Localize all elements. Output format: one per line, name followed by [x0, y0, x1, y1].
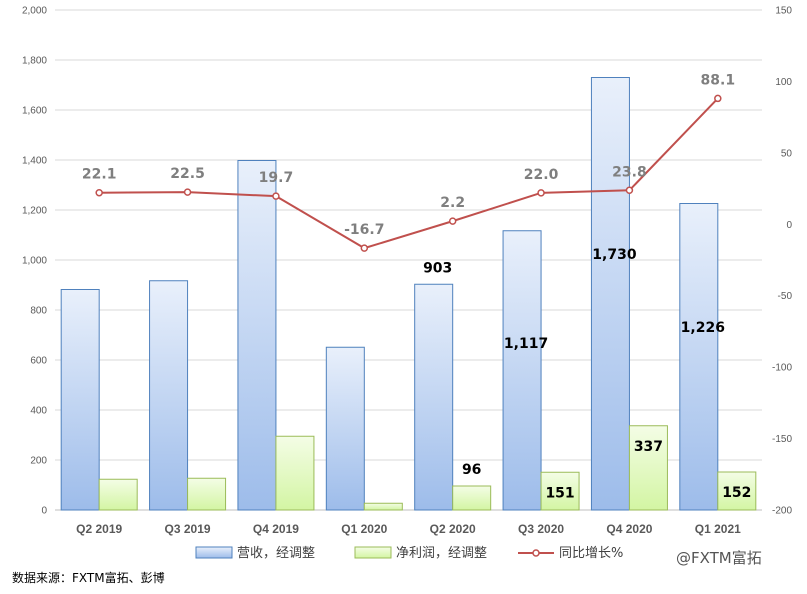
legend-label-growth: 同比增长% — [559, 546, 623, 561]
y-axis-right: -200 -150 -100 -50 0 50 100 150 — [772, 6, 792, 517]
y2-tick-label: 0 — [786, 220, 792, 231]
net-profit-bar — [717, 471, 757, 511]
growth-point — [625, 186, 634, 195]
y-tick-label: 400 — [30, 406, 47, 417]
y-tick-label: 200 — [30, 456, 47, 467]
net-profit-bar — [363, 502, 403, 511]
growth-line — [95, 94, 722, 252]
legend-swatch-net-profit — [354, 546, 392, 559]
legend-label-net-profit: 净利润，经调整 — [396, 546, 487, 561]
net-profit-bar — [275, 435, 315, 511]
x-axis: Q2 2019 Q3 2019 Q4 2019 Q1 2020 Q2 2020 Q3 20… — [76, 522, 741, 536]
revenue-bar — [679, 203, 719, 511]
growth-label: 2.2 — [440, 195, 465, 211]
y-tick-label: 1,800 — [22, 56, 47, 67]
y2-tick-label: 100 — [775, 77, 792, 88]
legend-label-revenue: 营收，经调整 — [237, 546, 315, 561]
growth-point — [272, 192, 280, 200]
legend: 营收，经调整 净利润，经调整 同比增长% — [195, 546, 623, 561]
y-tick-label: 2,000 — [22, 6, 47, 17]
growth-label: 22.0 — [524, 167, 559, 183]
growth-point — [714, 94, 722, 103]
net-profit-label: 151 — [545, 485, 574, 501]
growth-point — [537, 189, 545, 197]
growth-label: 23.8 — [612, 164, 647, 180]
y-tick-label: 0 — [41, 506, 47, 517]
net-profit-label: 337 — [634, 439, 663, 455]
x-tick-label: Q4 2020 — [606, 522, 652, 536]
x-tick-label: Q2 2020 — [430, 522, 476, 536]
growth-label: -16.7 — [344, 222, 384, 238]
y2-tick-label: 50 — [781, 148, 793, 159]
growth-point — [360, 244, 369, 252]
growth-label: 22.5 — [170, 166, 205, 182]
y-tick-label: 1,400 — [22, 156, 47, 167]
legend-swatch-revenue — [195, 546, 233, 559]
revenue-label: 1,226 — [681, 320, 725, 336]
revenue-bar — [414, 283, 454, 511]
x-tick-label: Q3 2019 — [165, 522, 211, 536]
x-tick-label: Q4 2019 — [253, 522, 299, 536]
x-tick-label: Q3 2020 — [518, 522, 564, 536]
revenue-bar — [237, 160, 277, 511]
revenue-bar — [590, 77, 630, 511]
net-profit-label: 152 — [722, 485, 751, 501]
growth-point — [95, 188, 103, 197]
revenue-label: 903 — [423, 260, 452, 276]
y2-tick-label: -100 — [772, 363, 792, 374]
y2-tick-label: -50 — [778, 291, 793, 302]
net-profit-label: 96 — [462, 462, 481, 478]
x-tick-label: Q2 2019 — [76, 522, 122, 536]
y2-tick-label: 150 — [775, 6, 792, 17]
net-profit-bar — [628, 425, 668, 511]
revenue-bar — [60, 289, 100, 511]
y2-tick-label: -150 — [772, 434, 792, 445]
y-tick-label: 1,200 — [22, 206, 47, 217]
growth-point — [448, 217, 457, 225]
revenue-bar — [502, 230, 542, 511]
y-tick-label: 1,000 — [22, 256, 47, 267]
revenue-bar — [325, 346, 365, 511]
revenue-label: 1,730 — [592, 247, 637, 263]
watermark: @FXTM富拓 — [676, 549, 762, 567]
growth-line-path — [99, 97, 719, 250]
growth-point — [183, 188, 192, 196]
y2-tick-label: -200 — [772, 506, 792, 517]
data-labels: 22.1 22.5 19.7 -16.7 2.2 903 96 22.0 1,117 151 23.… — [82, 72, 752, 501]
revenue-bar — [149, 280, 189, 511]
net-profit-bar — [452, 485, 492, 511]
y-tick-label: 1,600 — [22, 106, 47, 117]
x-tick-label: Q1 2020 — [341, 522, 387, 536]
y-tick-label: 600 — [30, 356, 47, 367]
net-profit-bar — [187, 477, 227, 511]
bars — [60, 77, 757, 511]
y-tick-label: 800 — [30, 306, 47, 317]
revenue-label: 1,117 — [504, 336, 548, 352]
growth-label: 19.7 — [259, 170, 294, 186]
source-note: 数据来源：FXTM富拓、彭博 — [12, 571, 165, 585]
growth-label: 88.1 — [701, 72, 736, 88]
y-axis-left: 0 200 400 600 800 1,000 1,200 1,400 1,600 1,800 2,… — [22, 6, 47, 517]
growth-label: 22.1 — [82, 167, 117, 183]
x-tick-label: Q1 2021 — [695, 522, 741, 536]
legend-marker-growth — [532, 549, 540, 557]
net-profit-bar — [98, 478, 138, 511]
net-profit-bar — [540, 471, 580, 511]
